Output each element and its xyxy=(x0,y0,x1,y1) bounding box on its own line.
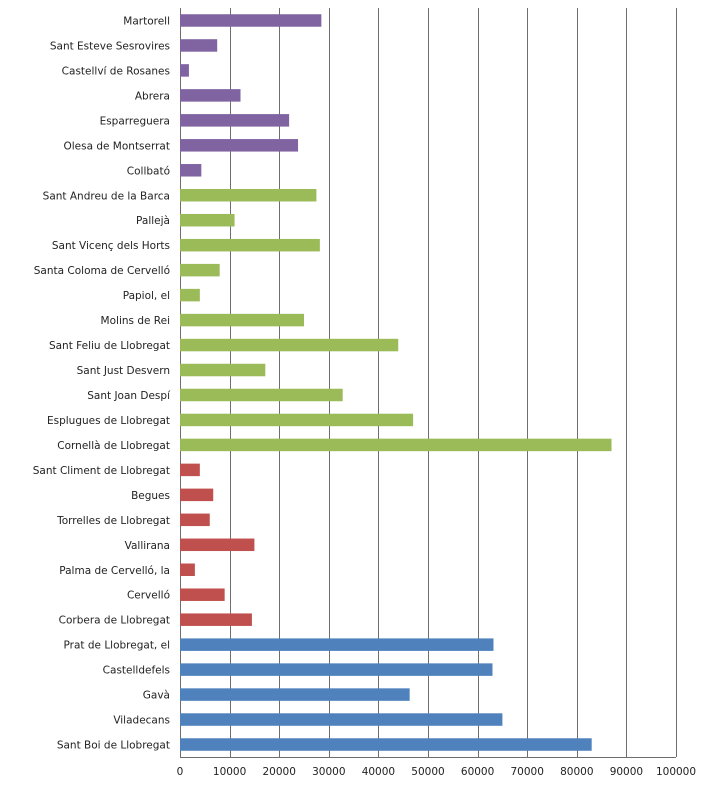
bar xyxy=(180,688,410,701)
bar xyxy=(180,438,612,452)
x-tick-label: 10000 xyxy=(213,766,246,778)
bar xyxy=(180,638,494,651)
category-label: Gavà xyxy=(143,690,170,702)
bar xyxy=(180,164,202,177)
bar xyxy=(180,463,200,477)
category-label: Viladecans xyxy=(113,715,170,727)
category-label: Castellví de Rosanes xyxy=(62,65,170,77)
x-tick-label: 100000 xyxy=(656,766,696,778)
category-label: Begues xyxy=(131,490,170,502)
bar xyxy=(180,14,322,27)
category-label: Abrera xyxy=(135,90,170,102)
category-label: Sant Esteve Sesrovires xyxy=(50,40,170,52)
category-label: Sant Andreu de la Barca xyxy=(43,190,170,202)
x-axis-tick-labels: 0 10000 20000 30000 40000 50000 60000 70000 8000… xyxy=(177,766,696,778)
category-label: Torrelles de Llobregat xyxy=(56,515,170,527)
category-label: Cornellà de Llobregat xyxy=(57,440,170,452)
x-tick-label: 50000 xyxy=(411,766,444,778)
bar xyxy=(180,263,220,277)
bar xyxy=(180,114,290,127)
category-label: Molins de Rei xyxy=(101,315,170,327)
bar xyxy=(180,288,200,302)
bar xyxy=(180,64,189,77)
category-label: Collbató xyxy=(127,165,170,177)
bar xyxy=(180,663,493,676)
category-label: Sant Boi de Llobregat xyxy=(57,740,170,752)
bar xyxy=(180,39,218,52)
category-label: Sant Just Desvern xyxy=(77,365,170,377)
x-tick-label: 0 xyxy=(177,766,184,778)
category-label: Esparreguera xyxy=(100,115,170,127)
category-label: Sant Joan Despí xyxy=(87,390,171,402)
category-label: Papiol, el xyxy=(123,290,170,302)
bar xyxy=(180,513,210,527)
category-label: Olesa de Montserrat xyxy=(63,140,170,152)
category-label: Esplugues de Llobregat xyxy=(47,415,170,427)
bar xyxy=(180,388,343,402)
category-label: Prat de Llobregat, el xyxy=(64,640,171,652)
x-tick-label: 60000 xyxy=(461,766,494,778)
category-label: Martorell xyxy=(123,15,170,27)
bar xyxy=(180,189,317,202)
gridlines xyxy=(180,8,677,758)
category-label: Santa Coloma de Cervelló xyxy=(34,265,170,277)
bar xyxy=(180,89,241,102)
category-label: Cervelló xyxy=(127,590,170,602)
x-tick-label: 70000 xyxy=(510,766,543,778)
category-label: Sant Vicenç dels Horts xyxy=(52,240,170,252)
x-tick-label: 90000 xyxy=(610,766,643,778)
bar xyxy=(180,363,266,377)
category-label: Vallirana xyxy=(125,540,170,552)
bar xyxy=(180,738,592,751)
x-tick-label: 20000 xyxy=(262,766,295,778)
bar xyxy=(180,563,195,576)
x-tick-label: 30000 xyxy=(312,766,345,778)
bar xyxy=(180,538,255,552)
category-label: Corbera de Llobregat xyxy=(59,615,170,627)
bar xyxy=(180,713,503,726)
bar xyxy=(180,213,235,227)
bar xyxy=(180,413,414,427)
bar xyxy=(180,488,214,502)
category-label: Pallejà xyxy=(136,215,170,227)
bars xyxy=(180,14,612,751)
bar xyxy=(180,139,299,152)
bar xyxy=(180,313,304,327)
category-labels: Martorell Sant Esteve Sesrovires Castellví… xyxy=(33,15,171,751)
x-tick-label: 80000 xyxy=(560,766,593,778)
bar xyxy=(180,238,320,252)
bar xyxy=(180,338,399,352)
bar xyxy=(180,613,252,626)
category-label: Castelldefels xyxy=(103,665,170,677)
category-label: Palma de Cervelló, la xyxy=(59,565,170,577)
category-label: Sant Feliu de Llobregat xyxy=(49,340,170,352)
category-label: Sant Climent de Llobregat xyxy=(33,465,170,477)
x-tick-label: 40000 xyxy=(362,766,395,778)
bar xyxy=(180,588,225,601)
